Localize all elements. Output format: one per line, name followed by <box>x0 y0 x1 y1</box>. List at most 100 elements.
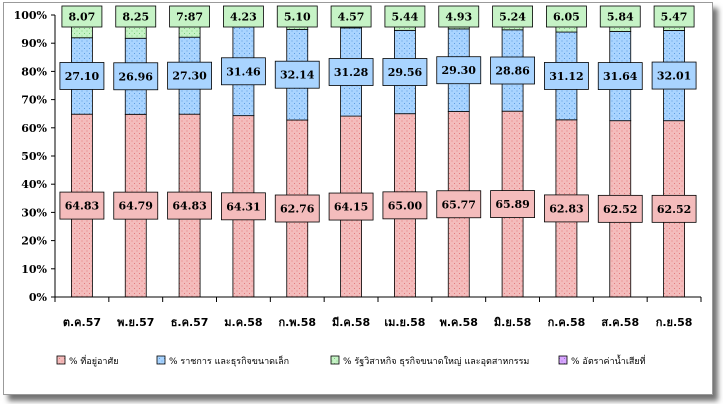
data-label-box <box>546 5 587 28</box>
data-label: 8.07 <box>69 11 96 24</box>
x-tick-label: ต.ค.57 <box>63 316 101 329</box>
data-label-box <box>651 194 697 223</box>
legend-label: % อัตราค่าน้ำเสียที่ <box>571 354 646 367</box>
data-label: 64.31 <box>226 200 260 213</box>
data-label-box <box>382 191 428 220</box>
data-label: 4.23 <box>230 11 257 24</box>
data-label: 62.52 <box>603 203 637 216</box>
data-label: 26.96 <box>119 70 154 83</box>
data-label-box <box>169 5 210 28</box>
data-label-box <box>59 62 105 90</box>
data-label: 65.89 <box>495 198 529 211</box>
data-label: 29.56 <box>388 66 423 79</box>
x-tick-label: ส.ค.58 <box>601 316 639 329</box>
y-tick-label: 70% <box>21 94 47 107</box>
data-label: 4.57 <box>338 11 365 24</box>
x-tick-label: ก.ย.58 <box>656 316 693 329</box>
legend-swatch <box>156 355 166 365</box>
y-tick-label: 60% <box>21 122 47 135</box>
data-label-box <box>490 190 535 218</box>
legend-swatch <box>330 355 340 365</box>
x-tick-label: เม.ย.58 <box>384 316 425 329</box>
data-label-box <box>330 5 372 28</box>
data-label-box <box>223 5 264 28</box>
data-label: 5.24 <box>499 11 526 24</box>
data-label: 31.28 <box>334 66 369 79</box>
data-label-box <box>59 191 105 220</box>
y-tick-label: 50% <box>21 150 47 163</box>
x-tick-label: ก.ค.58 <box>548 316 586 329</box>
data-label: 32.14 <box>280 69 315 82</box>
data-label-box <box>167 191 212 220</box>
x-axis: ต.ค.57 พ.ย.57 ธ.ค.57 ม.ค.58 ก.พ.58 มี.ค.58 เม.… <box>54 296 702 329</box>
data-label-box <box>276 5 318 28</box>
data-label: 65.00 <box>388 199 423 212</box>
data-label-box <box>492 5 533 28</box>
data-label: 64.83 <box>172 200 206 213</box>
data-label-box <box>653 5 695 28</box>
legend-label: % ที่อยู่อาศัย <box>69 354 118 367</box>
data-label-box <box>274 60 320 89</box>
data-label-box <box>490 56 535 85</box>
data-label-box <box>113 191 159 220</box>
data-label: 5.47 <box>661 11 688 24</box>
y-tick-label: 40% <box>21 178 47 191</box>
y-axis: 0% 10% 20% 30% 40% 50% 60% 70% 80% 90% 100% <box>14 9 56 304</box>
data-label: 65.77 <box>442 198 476 211</box>
x-tick-label: พ.ค.58 <box>440 316 478 329</box>
x-tick-label: ก.พ.58 <box>278 316 316 329</box>
data-label: 62.76 <box>280 203 315 216</box>
data-label-box <box>651 61 697 90</box>
data-label: 27.30 <box>172 70 207 83</box>
y-tick-label: 30% <box>21 206 47 219</box>
data-label-box <box>115 5 157 28</box>
data-label: 64.83 <box>65 200 99 213</box>
data-label: 31.46 <box>226 65 261 78</box>
y-tick-label: 90% <box>21 37 47 50</box>
legend-swatch <box>56 355 66 365</box>
data-label-box <box>328 58 374 86</box>
data-label: 31.64 <box>603 70 638 83</box>
x-tick-label: ม.ค.58 <box>224 316 262 329</box>
data-label-box <box>599 5 641 28</box>
data-label: 32.01 <box>657 70 691 83</box>
data-labels-group: 64.83 27.10 8.07 64.79 26.96 8.25 64.83 27.30 7:… <box>59 5 697 223</box>
data-label: 64.15 <box>334 201 368 214</box>
data-label-box <box>167 61 212 90</box>
data-label-box <box>597 194 643 223</box>
data-label-box <box>113 62 159 91</box>
data-label: 28.86 <box>495 64 530 77</box>
legend-label: % รัฐวิสาหกิจ ธุรกิจขนาดใหญ่ และอุตสาหกร… <box>343 356 529 367</box>
data-label-box <box>544 194 589 223</box>
data-label: 5.84 <box>607 11 634 24</box>
legend: % ที่อยู่อาศัย % ราชการ และธุรกิจขนาดเล็ก… <box>56 354 646 367</box>
data-label: 62.52 <box>657 203 691 216</box>
data-label-box <box>328 192 374 221</box>
data-label: 5.44 <box>392 11 419 24</box>
data-label: 7:87 <box>176 11 203 24</box>
data-label-box <box>221 57 266 86</box>
data-label-box <box>274 194 320 223</box>
data-label: 31.12 <box>549 70 583 83</box>
y-tick-label: 20% <box>21 235 47 248</box>
legend-label: % ราชการ และธุรกิจขนาดเล็ก <box>169 354 289 367</box>
data-label-box <box>436 190 482 219</box>
data-label-box <box>221 192 266 221</box>
data-label: 62.83 <box>549 202 583 215</box>
data-label-box <box>384 5 426 28</box>
y-tick-label: 80% <box>21 65 47 78</box>
x-tick-label: มิ.ย.58 <box>494 316 531 329</box>
data-label: 5.10 <box>284 11 311 24</box>
data-label: 4.93 <box>445 11 472 24</box>
data-label-box <box>597 62 643 90</box>
data-label: 64.79 <box>119 200 153 213</box>
x-tick-label: ธ.ค.57 <box>171 316 209 329</box>
bars-group <box>71 14 685 298</box>
data-label: 27.10 <box>65 70 100 83</box>
legend-swatch <box>558 355 568 365</box>
y-tick-label: 100% <box>14 9 48 22</box>
x-tick-label: พ.ย.57 <box>117 316 154 329</box>
data-label-box <box>382 58 428 86</box>
data-label: 6.05 <box>553 11 580 24</box>
y-tick-label: 0% <box>29 291 48 304</box>
